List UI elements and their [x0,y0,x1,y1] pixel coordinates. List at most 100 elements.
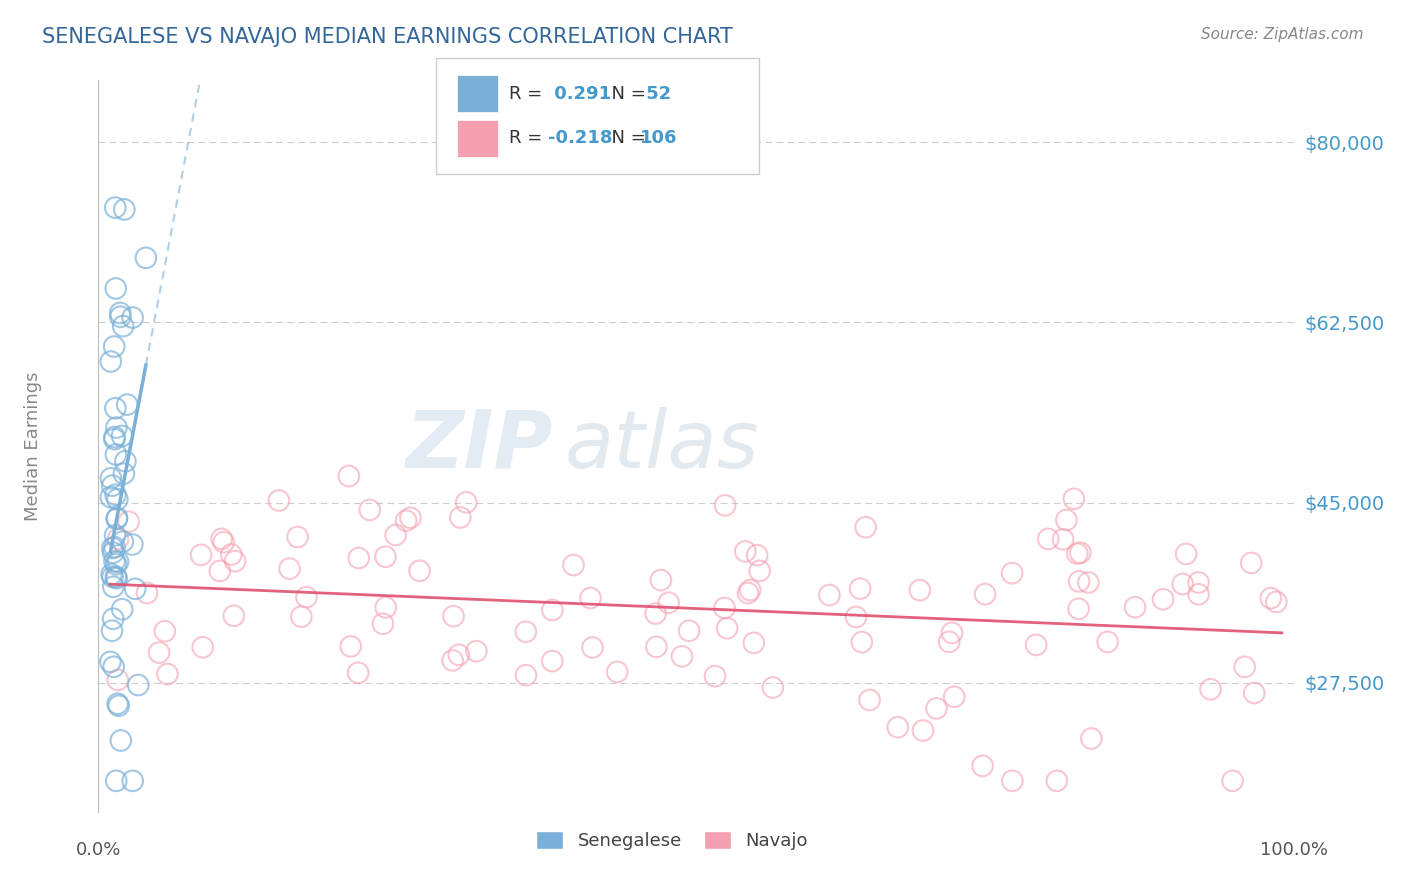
Point [579,591,602,605]
Point [887,720,910,734]
Point [190,548,212,562]
Legend: Senegalese, Navajo: Senegalese, Navajo [529,823,815,857]
Point [704,669,727,683]
Point [713,601,735,615]
Point [212,535,235,549]
Point [100,567,122,582]
Point [384,528,406,542]
Point [156,667,179,681]
Point [395,514,418,528]
Point [1152,592,1174,607]
Point [606,665,628,679]
Point [121,537,143,551]
Point [1199,682,1222,697]
Point [1063,491,1085,506]
Point [1187,587,1209,601]
Point [1077,575,1099,590]
Point [678,624,700,638]
Text: 0.291: 0.291 [548,85,612,103]
Point [105,512,128,526]
Point [858,693,880,707]
Point [465,644,488,658]
Point [1054,513,1077,527]
Point [645,640,668,654]
Point [153,624,176,639]
Point [974,587,997,601]
Point [671,649,693,664]
Point [101,478,124,492]
Point [104,570,127,584]
Point [1175,547,1198,561]
Point [191,640,214,655]
Point [110,733,132,747]
Point [1025,638,1047,652]
Point [105,571,128,585]
Point [658,596,681,610]
Text: SENEGALESE VS NAVAJO MEDIAN EARNINGS CORRELATION CHART: SENEGALESE VS NAVAJO MEDIAN EARNINGS COR… [42,27,733,46]
Point [644,607,666,621]
Point [408,564,430,578]
Point [112,467,135,481]
Point [1265,595,1288,609]
Point [581,640,603,655]
Point [1001,566,1024,581]
Point [107,673,129,687]
Point [1046,773,1069,788]
Point [515,668,537,682]
Point [114,454,136,468]
Point [337,469,360,483]
Point [1052,533,1074,547]
Point [124,582,146,596]
Point [101,570,124,584]
Point [105,773,128,788]
Point [714,499,737,513]
Point [104,447,127,461]
Point [1233,660,1256,674]
Point [845,610,868,624]
Point [441,653,464,667]
Point [221,548,243,562]
Point [104,281,127,295]
Point [925,701,948,715]
Point [100,354,122,368]
Text: N =: N = [600,85,652,103]
Point [762,681,785,695]
Text: 106: 106 [640,129,678,147]
Point [747,548,769,562]
Text: -0.218: -0.218 [548,129,613,147]
Point [1171,577,1194,591]
Point [108,306,131,320]
Point [972,759,994,773]
Point [101,541,124,555]
Point [222,608,245,623]
Point [541,654,564,668]
Point [127,678,149,692]
Point [339,640,361,654]
Point [1080,731,1102,746]
Point [347,551,370,566]
Text: 0.0%: 0.0% [76,841,121,859]
Point [287,530,309,544]
Point [1001,773,1024,788]
Point [103,339,125,353]
Point [295,590,318,604]
Point [1066,547,1088,561]
Point [105,492,128,507]
Point [104,401,127,416]
Point [371,616,394,631]
Point [449,510,471,524]
Point [103,432,125,446]
Point [443,609,465,624]
Point [101,546,124,560]
Point [135,251,157,265]
Text: ZIP: ZIP [405,407,553,485]
Point [943,690,966,704]
Point [267,493,290,508]
Point [1187,575,1209,590]
Point [938,635,960,649]
Point [103,580,125,594]
Point [107,698,129,713]
Text: R =: R = [509,129,548,147]
Point [101,612,124,626]
Point [211,532,233,546]
